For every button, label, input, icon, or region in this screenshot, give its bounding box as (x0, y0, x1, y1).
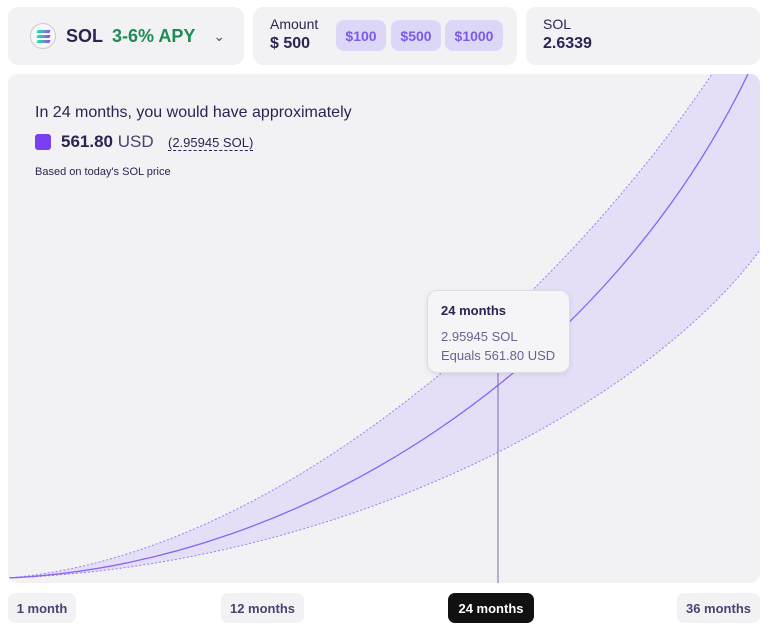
lower-bound-line (8, 249, 760, 579)
usd-unit: USD (117, 132, 154, 151)
chart-tooltip: 24 months 2.95945 SOL Equals 561.80 USD (427, 290, 570, 373)
tooltip-usd: Equals 561.80 USD (441, 348, 556, 363)
chevron-down-icon: ⌄ (213, 27, 226, 44)
upper-bound-line (8, 74, 713, 579)
solana-logo-icon (30, 23, 56, 49)
projection-band (8, 74, 760, 578)
legend-swatch (35, 134, 51, 150)
summary-sol[interactable]: (2.95945 SOL) (168, 135, 254, 151)
expected-value-line (8, 74, 749, 579)
sol-card: SOL 2.6339 (526, 7, 760, 65)
preset-1000-button[interactable]: $1000 (445, 20, 503, 51)
tooltip-sol: 2.95945 SOL (441, 329, 518, 344)
timeline-36-months[interactable]: 36 months (677, 593, 760, 623)
tooltip-title: 24 months (441, 303, 507, 318)
preset-500-button[interactable]: $500 (391, 20, 441, 51)
timeline-12-months[interactable]: 12 months (221, 593, 304, 623)
timeline-1-month[interactable]: 1 month (8, 593, 76, 623)
summary-headline: In 24 months, you would have approximate… (35, 104, 352, 121)
asset-selector[interactable]: SOL 3-6% APY ⌄ (8, 7, 244, 65)
amount-label: Amount (270, 16, 319, 32)
asset-symbol: SOL (66, 25, 104, 46)
amount-input[interactable]: $ 500 (270, 35, 311, 52)
usd-value: 561.80 (61, 132, 113, 151)
preset-100-button[interactable]: $100 (336, 20, 386, 51)
sol-value: 2.6339 (543, 35, 592, 52)
timeline-24-months[interactable]: 24 months (448, 593, 534, 623)
apy-label: 3-6% APY (112, 25, 196, 46)
amount-card: Amount $ 500 $100 $500 $1000 (253, 7, 517, 65)
projection-chart[interactable]: In 24 months, you would have approximate… (8, 74, 760, 583)
price-note: Based on today's SOL price (35, 166, 171, 178)
summary-usd: 561.80 USD (61, 132, 154, 152)
sol-label: SOL (543, 16, 572, 32)
